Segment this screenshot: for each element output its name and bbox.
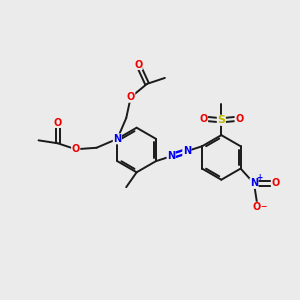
Text: O: O [72, 144, 80, 154]
Text: O: O [253, 202, 261, 212]
Text: O: O [200, 114, 208, 124]
Text: S: S [217, 115, 225, 125]
Text: N: N [183, 146, 191, 156]
Text: +: + [256, 173, 262, 182]
Text: −: − [260, 202, 267, 211]
Text: O: O [235, 114, 243, 124]
Text: N: N [250, 178, 258, 188]
Text: O: O [271, 178, 280, 188]
Text: O: O [54, 118, 62, 128]
Text: N: N [113, 134, 122, 144]
Text: O: O [134, 59, 142, 70]
Text: O: O [127, 92, 135, 102]
Text: N: N [167, 151, 175, 161]
